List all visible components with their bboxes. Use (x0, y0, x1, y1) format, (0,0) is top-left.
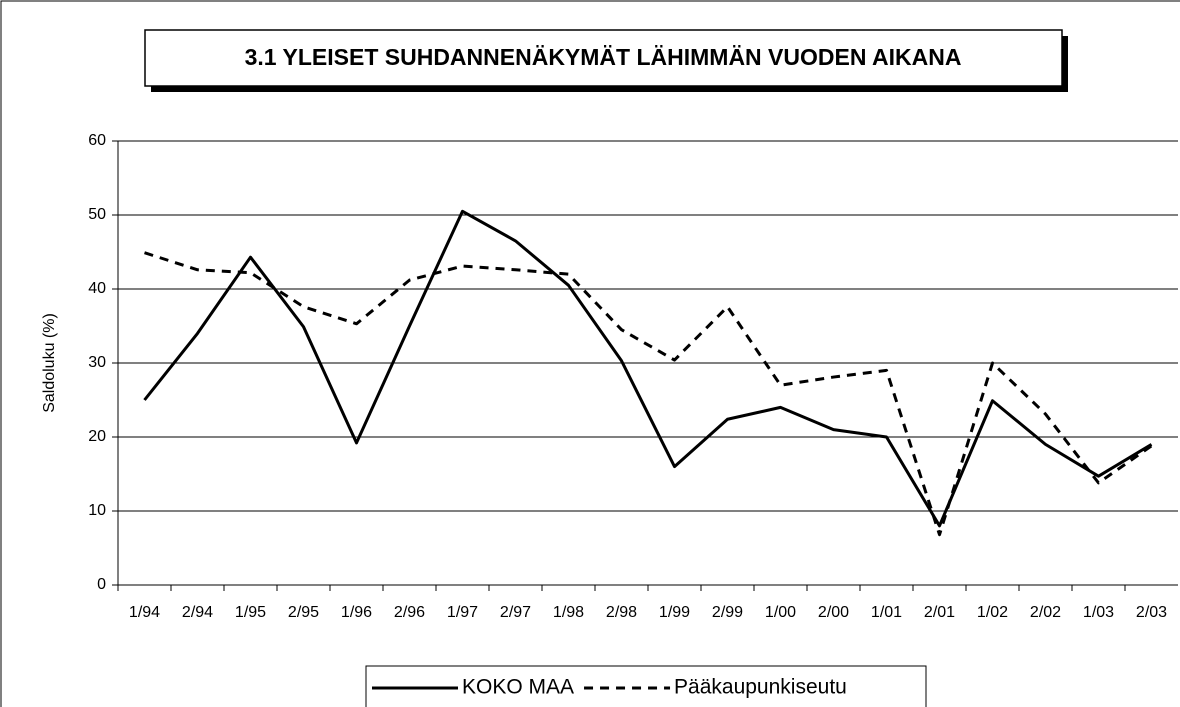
x-tick-label: 2/96 (394, 604, 425, 621)
x-tick-label: 2/99 (712, 604, 743, 621)
x-tick-label: 1/99 (659, 604, 690, 621)
x-tick-label: 2/95 (288, 604, 319, 621)
x-tick-label: 1/96 (341, 604, 372, 621)
x-tick-label: 1/94 (129, 604, 160, 621)
legend-label: Pääkaupunkiseutu (674, 676, 847, 699)
line-series (144, 251, 1153, 537)
x-tick-label: 2/98 (606, 604, 637, 621)
x-tick-label: 1/00 (765, 604, 796, 621)
x-tick-label: 2/97 (500, 604, 531, 621)
x-tick-label: 1/02 (977, 604, 1008, 621)
legend-box (365, 665, 927, 707)
line-series (143, 209, 1153, 528)
x-tick-label: 2/03 (1136, 604, 1167, 621)
y-tick-label: 10 (88, 502, 106, 519)
x-tick-label: 1/97 (447, 604, 478, 621)
y-tick-label: 20 (88, 428, 106, 445)
y-tick-label: 50 (88, 206, 106, 223)
title-box (144, 29, 1063, 87)
x-tick-label: 1/98 (553, 604, 584, 621)
x-tick-label: 1/01 (871, 604, 902, 621)
x-tick-label: 1/95 (235, 604, 266, 621)
y-axis-label: Saldoluku (%) (41, 313, 58, 413)
x-tick-label: 2/01 (924, 604, 955, 621)
legend-label: KOKO MAA (462, 676, 574, 699)
y-tick-label: 0 (97, 576, 106, 593)
y-tick-label: 30 (88, 354, 106, 371)
x-tick-label: 2/00 (818, 604, 849, 621)
y-tick-label: 60 (88, 132, 106, 149)
y-tick-label: 40 (88, 280, 106, 297)
chart-title: 3.1 YLEISET SUHDANNENÄKYMÄT LÄHIMMÄN VUO… (245, 44, 962, 70)
x-tick-label: 2/02 (1030, 604, 1061, 621)
x-tick-label: 1/03 (1083, 604, 1114, 621)
x-tick-label: 2/94 (182, 604, 213, 621)
